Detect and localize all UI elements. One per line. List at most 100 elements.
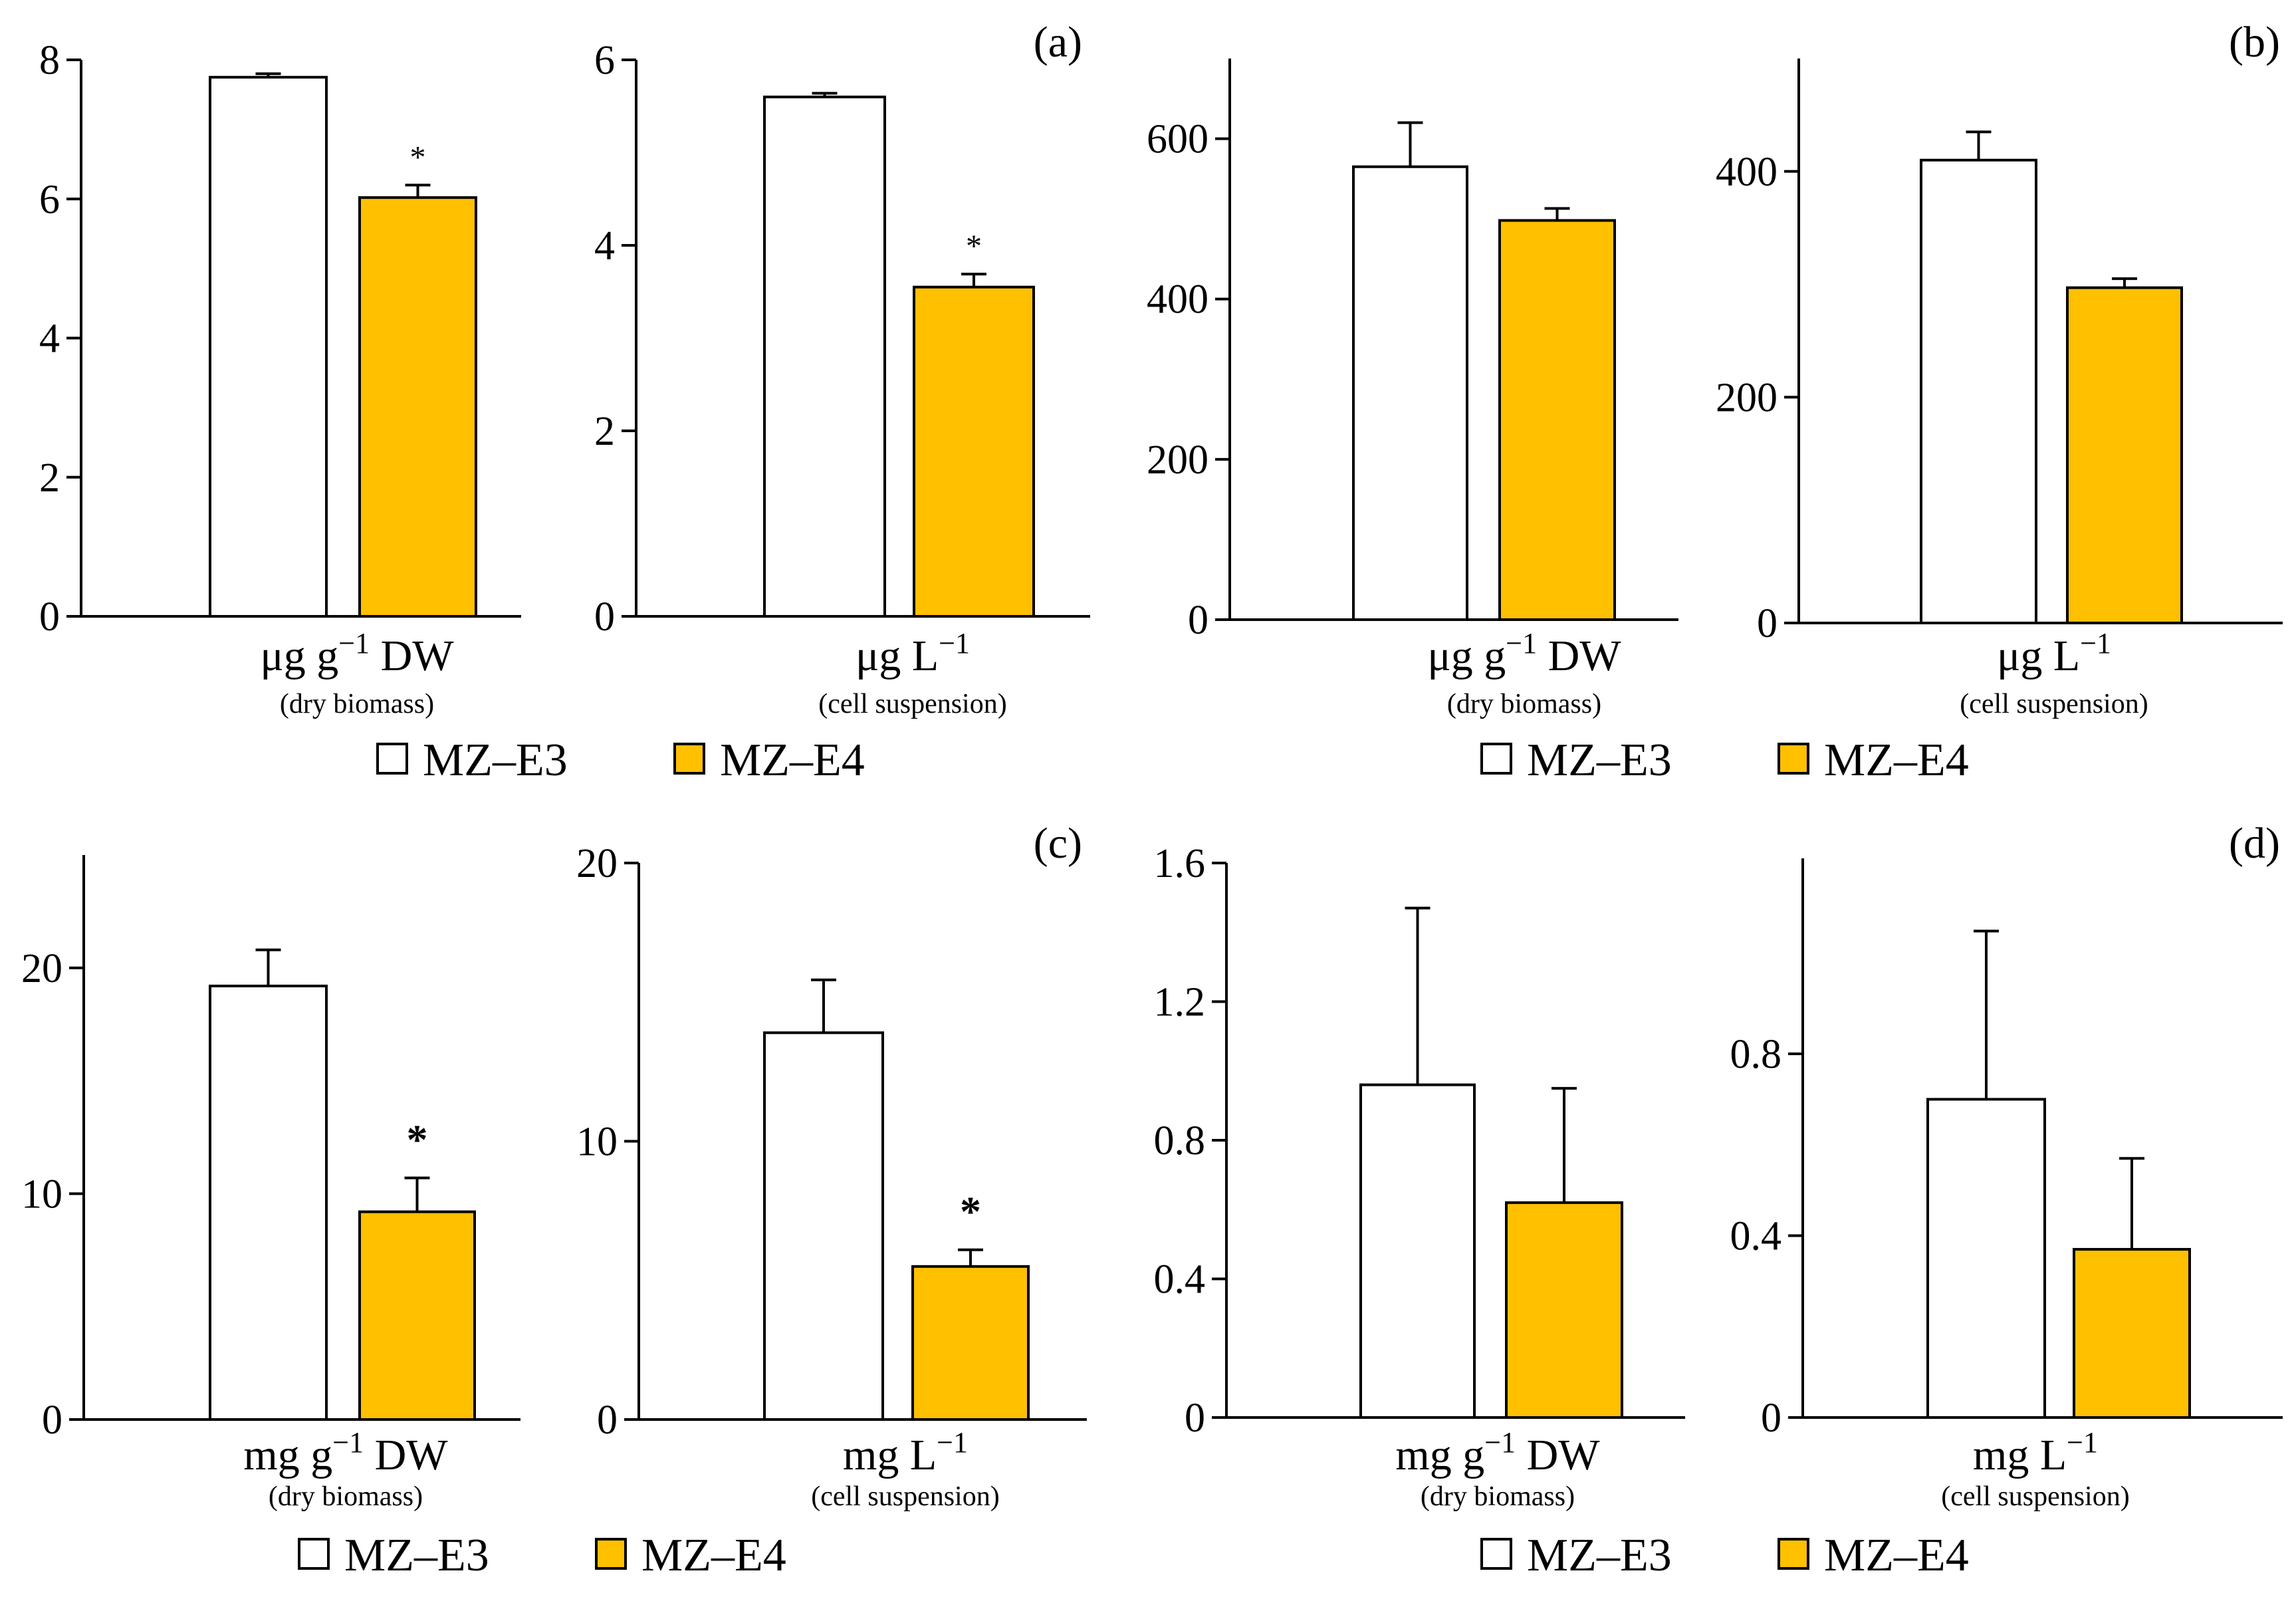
- y-tick-label: 0.4: [1730, 1214, 1782, 1259]
- bar-mz-e3: [763, 95, 886, 618]
- y-tick-label: 0: [1761, 1396, 1781, 1441]
- unit-sublabel: (dry biomass): [269, 1481, 423, 1512]
- legend-label-mz-e3: MZ–E3: [1527, 1530, 1672, 1581]
- chart-c-right: 0 10 20 * mg L−1(cell suspension) (c): [576, 819, 1087, 1512]
- bar-mz-e4: [913, 285, 1035, 618]
- y-tick-label: 10: [21, 1172, 62, 1217]
- legend-swatch-mz-e3: [376, 743, 408, 775]
- unit-label: mg L−1: [1973, 1426, 2098, 1479]
- y-tick-label: 1.2: [1154, 980, 1206, 1025]
- legend-label-mz-e3: MZ–E3: [423, 735, 568, 786]
- bar-mz-e3: [209, 76, 328, 618]
- y-tick-label: 0.8: [1730, 1032, 1782, 1077]
- panel-label: (a): [1034, 18, 1082, 66]
- y-tick-label: 0: [594, 594, 615, 640]
- legend-label-mz-e4: MZ–E4: [1824, 735, 1969, 786]
- unit-label: μg g−1 DW: [1427, 627, 1621, 680]
- y-tick-label: 0.4: [1154, 1257, 1206, 1302]
- legend-4: MZ–E3 MZ–E4: [1480, 1530, 1969, 1581]
- unit-sublabel: (dry biomass): [1421, 1481, 1575, 1512]
- bar-mz-e4: [1498, 219, 1616, 622]
- chart-b-right: 0 200 400 μg L−1 (cell suspension) (b): [1716, 18, 2283, 719]
- bar-mz-e4: [358, 196, 477, 618]
- legend-label-mz-e4: MZ–E4: [720, 735, 865, 786]
- y-tick-label: 400: [1716, 150, 1778, 195]
- y-tick-label: 0: [597, 1398, 618, 1443]
- y-tick-label: 10: [576, 1120, 618, 1165]
- chart-d-left: 0 0.4 0.8 1.2 1.6 mg g−1 DW(dry biomass): [1154, 841, 1685, 1512]
- y-tick-label: 1.6: [1154, 841, 1206, 886]
- unit-sublabel: (cell suspension): [811, 1481, 999, 1512]
- legend-2: MZ–E3 MZ–E4: [1480, 735, 1969, 786]
- unit-label: μg L−1: [1997, 627, 2111, 680]
- panel-label: (b): [2229, 18, 2280, 66]
- y-tick-label: 20: [21, 946, 62, 991]
- bar-mz-e4: [2066, 286, 2183, 624]
- y-tick-label: 2: [594, 409, 615, 454]
- legend-swatch-mz-e3: [1480, 743, 1512, 775]
- legends: MZ–E3 MZ–E4 MZ–E3 MZ–E4 MZ–E3 MZ–E4 MZ–E3 MZ–E4: [298, 735, 1969, 1581]
- legend-swatch-mz-e3: [298, 1538, 330, 1570]
- y-tick-label: 2: [39, 455, 60, 501]
- y-tick-label: 200: [1147, 437, 1208, 483]
- chart-c-left: 0 10 20 * mg g−1 DW(dry biomass): [21, 855, 520, 1512]
- y-tick-label: 600: [1147, 117, 1208, 162]
- legend-swatch-mz-e4: [1778, 1538, 1809, 1570]
- y-tick-label: 0: [39, 594, 60, 640]
- y-tick-label: 0: [1188, 598, 1208, 643]
- chart-a-left: 0 2 4 6 8 * μg g−1 DW (dry biomass): [39, 38, 521, 719]
- unit-label: μg L−1: [856, 627, 970, 680]
- significance-star: *: [966, 229, 982, 264]
- unit-label: mg g−1 DW: [243, 1426, 448, 1479]
- legend-swatch-mz-e4: [1778, 743, 1809, 775]
- y-tick-label: 4: [39, 316, 60, 362]
- bar-mz-e3: [1359, 1083, 1476, 1419]
- y-tick-label: 200: [1716, 375, 1778, 420]
- bar-mz-e3: [209, 984, 328, 1421]
- bar-mz-e3: [1352, 165, 1468, 621]
- bar-mz-e4: [358, 1210, 476, 1421]
- y-tick-label: 6: [594, 38, 615, 83]
- y-tick-label: 6: [39, 177, 60, 222]
- unit-label: mg L−1: [843, 1426, 968, 1479]
- y-tick-label: 4: [594, 223, 615, 269]
- unit-sublabel: (cell suspension): [818, 689, 1006, 719]
- unit-sublabel: (dry biomass): [1447, 689, 1601, 719]
- panel-label: (d): [2229, 819, 2280, 868]
- bar-mz-e3: [763, 1031, 884, 1421]
- unit-label: mg g−1 DW: [1395, 1426, 1600, 1479]
- panel-label: (c): [1034, 819, 1082, 868]
- unit-sublabel: (cell suspension): [1941, 1481, 2129, 1512]
- unit-sublabel: (dry biomass): [280, 689, 434, 719]
- legend-swatch-mz-e3: [1480, 1538, 1512, 1570]
- bar-mz-e4: [1505, 1201, 1623, 1419]
- legend-label-mz-e3: MZ–E3: [344, 1530, 489, 1581]
- legend-label-mz-e4: MZ–E4: [1824, 1530, 1969, 1581]
- y-tick-label: 20: [576, 841, 618, 886]
- unit-label: μg g−1 DW: [260, 627, 454, 680]
- legend-3: MZ–E3 MZ–E4: [298, 1530, 786, 1581]
- unit-sublabel: (cell suspension): [1960, 689, 2148, 719]
- y-tick-label: 0: [1757, 601, 1778, 646]
- charts: 0 2 4 6 8 * μg g−1 DW (dry biomass) 0 2 4 6 * μg L−1 (…: [21, 18, 2283, 1512]
- significance-star: *: [410, 140, 426, 175]
- y-tick-label: 0: [1185, 1396, 1205, 1441]
- chart-b-left: 0 200 400 600 μg g−1 DW (dry biomass): [1147, 59, 1678, 719]
- y-tick-label: 0: [42, 1398, 62, 1443]
- legend-label-mz-e4: MZ–E4: [641, 1530, 786, 1581]
- y-tick-label: 0.8: [1154, 1118, 1206, 1164]
- legend-swatch-mz-e4: [595, 1538, 627, 1570]
- significance-star: *: [960, 1188, 981, 1235]
- y-tick-label: 8: [39, 38, 60, 83]
- significance-star: *: [407, 1116, 428, 1164]
- bar-mz-e3: [1920, 158, 2037, 624]
- chart-d-right: 0 0.4 0.8 mg L−1(cell suspension) (d): [1730, 819, 2283, 1512]
- legend-1: MZ–E3 MZ–E4: [376, 735, 865, 786]
- bar-mz-e3: [1926, 1098, 2046, 1419]
- bar-mz-e4: [2073, 1248, 2191, 1419]
- chart-a-right: 0 2 4 6 * μg L−1 (cell suspension) (a): [594, 18, 1090, 719]
- y-tick-label: 400: [1147, 277, 1208, 322]
- legend-label-mz-e3: MZ–E3: [1527, 735, 1672, 786]
- bar-mz-e4: [911, 1265, 1030, 1421]
